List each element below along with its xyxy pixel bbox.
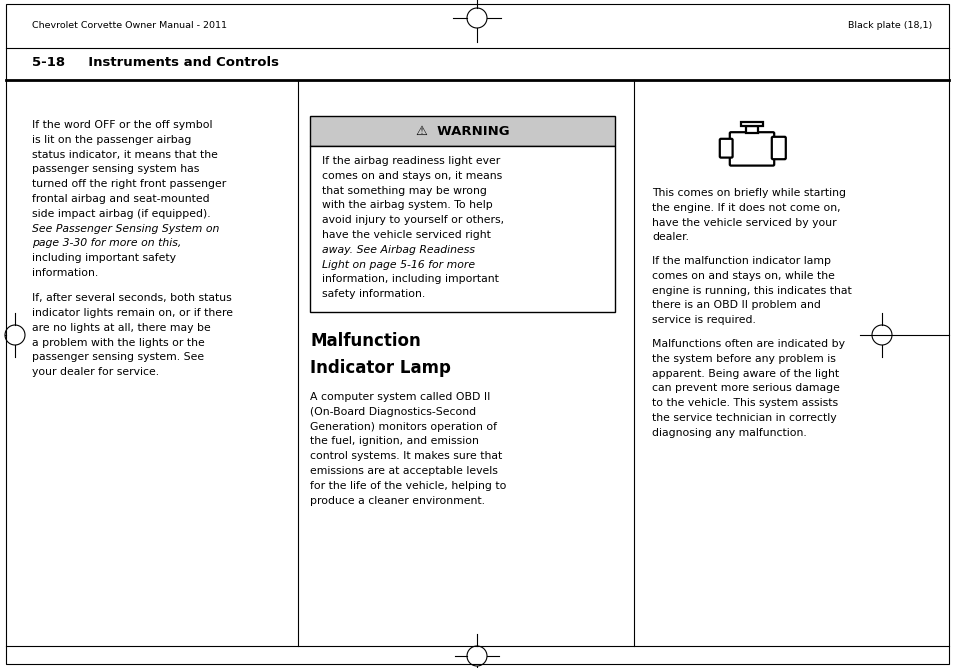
Text: service is required.: service is required. xyxy=(651,315,755,325)
Text: information, including important: information, including important xyxy=(322,275,498,285)
Text: (On-Board Diagnostics-Second: (On-Board Diagnostics-Second xyxy=(310,407,476,417)
Bar xyxy=(745,126,757,134)
Text: page 3-30 for more on this,: page 3-30 for more on this, xyxy=(32,238,181,248)
Text: information.: information. xyxy=(32,268,98,278)
Text: If the malfunction indicator lamp: If the malfunction indicator lamp xyxy=(651,256,830,266)
Text: control systems. It makes sure that: control systems. It makes sure that xyxy=(310,451,501,461)
Text: to the vehicle. This system assists: to the vehicle. This system assists xyxy=(651,398,838,408)
Text: passenger sensing system. See: passenger sensing system. See xyxy=(32,352,204,362)
Text: there is an OBD II problem and: there is an OBD II problem and xyxy=(651,301,820,311)
Text: Chevrolet Corvette Owner Manual - 2011: Chevrolet Corvette Owner Manual - 2011 xyxy=(32,21,227,31)
Text: frontal airbag and seat-mounted: frontal airbag and seat-mounted xyxy=(32,194,210,204)
FancyBboxPatch shape xyxy=(729,132,774,166)
Text: This comes on briefly while starting: This comes on briefly while starting xyxy=(651,188,845,198)
Text: dealer.: dealer. xyxy=(651,232,688,242)
Text: diagnosing any malfunction.: diagnosing any malfunction. xyxy=(651,428,806,438)
Text: turned off the right front passenger: turned off the right front passenger xyxy=(32,179,226,189)
Bar xyxy=(310,116,615,146)
Text: comes on and stays on, it means: comes on and stays on, it means xyxy=(322,171,501,181)
Text: A computer system called OBD II: A computer system called OBD II xyxy=(310,392,490,402)
Text: including important safety: including important safety xyxy=(32,253,175,263)
Text: side impact airbag (if equipped).: side impact airbag (if equipped). xyxy=(32,209,211,219)
Text: your dealer for service.: your dealer for service. xyxy=(32,367,159,377)
Text: with the airbag system. To help: with the airbag system. To help xyxy=(322,200,493,210)
Text: safety information.: safety information. xyxy=(322,289,425,299)
Text: If the word OFF or the off symbol: If the word OFF or the off symbol xyxy=(32,120,213,130)
Text: that something may be wrong: that something may be wrong xyxy=(322,186,486,196)
Text: status indicator, it means that the: status indicator, it means that the xyxy=(32,150,217,160)
Bar xyxy=(740,122,762,126)
Text: the fuel, ignition, and emission: the fuel, ignition, and emission xyxy=(310,436,478,446)
Text: Malfunctions often are indicated by: Malfunctions often are indicated by xyxy=(651,339,844,349)
Text: produce a cleaner environment.: produce a cleaner environment. xyxy=(310,496,484,506)
Text: If the airbag readiness light ever: If the airbag readiness light ever xyxy=(322,156,499,166)
Text: Generation) monitors operation of: Generation) monitors operation of xyxy=(310,422,497,432)
Text: Black plate (18,1): Black plate (18,1) xyxy=(847,21,931,31)
Text: comes on and stays on, while the: comes on and stays on, while the xyxy=(651,271,834,281)
Text: avoid injury to yourself or others,: avoid injury to yourself or others, xyxy=(322,215,503,225)
Text: is lit on the passenger airbag: is lit on the passenger airbag xyxy=(32,135,192,145)
Text: Light on page 5-16 for more: Light on page 5-16 for more xyxy=(322,260,475,270)
Text: are no lights at all, there may be: are no lights at all, there may be xyxy=(32,323,211,333)
Text: ⚠  WARNING: ⚠ WARNING xyxy=(416,124,509,138)
Text: apparent. Being aware of the light: apparent. Being aware of the light xyxy=(651,369,839,379)
Text: See Passenger Sensing System on: See Passenger Sensing System on xyxy=(32,224,219,234)
Text: a problem with the lights or the: a problem with the lights or the xyxy=(32,337,205,347)
Text: emissions are at acceptable levels: emissions are at acceptable levels xyxy=(310,466,497,476)
Text: 5-18     Instruments and Controls: 5-18 Instruments and Controls xyxy=(32,57,278,69)
Text: Indicator Lamp: Indicator Lamp xyxy=(310,359,451,377)
Text: the engine. If it does not come on,: the engine. If it does not come on, xyxy=(651,203,840,213)
Text: engine is running, this indicates that: engine is running, this indicates that xyxy=(651,286,851,296)
Text: the system before any problem is: the system before any problem is xyxy=(651,354,835,364)
Bar xyxy=(310,146,615,312)
Text: indicator lights remain on, or if there: indicator lights remain on, or if there xyxy=(32,308,233,318)
Text: for the life of the vehicle, helping to: for the life of the vehicle, helping to xyxy=(310,481,506,491)
Text: Malfunction: Malfunction xyxy=(310,332,420,350)
FancyBboxPatch shape xyxy=(720,139,732,158)
Text: away. See Airbag Readiness: away. See Airbag Readiness xyxy=(322,244,475,255)
Text: If, after several seconds, both status: If, after several seconds, both status xyxy=(32,293,232,303)
Text: can prevent more serious damage: can prevent more serious damage xyxy=(651,383,839,393)
Text: the service technician in correctly: the service technician in correctly xyxy=(651,413,836,423)
Text: have the vehicle serviced right: have the vehicle serviced right xyxy=(322,230,491,240)
Text: have the vehicle serviced by your: have the vehicle serviced by your xyxy=(651,218,836,228)
FancyBboxPatch shape xyxy=(771,137,785,159)
Text: passenger sensing system has: passenger sensing system has xyxy=(32,164,199,174)
